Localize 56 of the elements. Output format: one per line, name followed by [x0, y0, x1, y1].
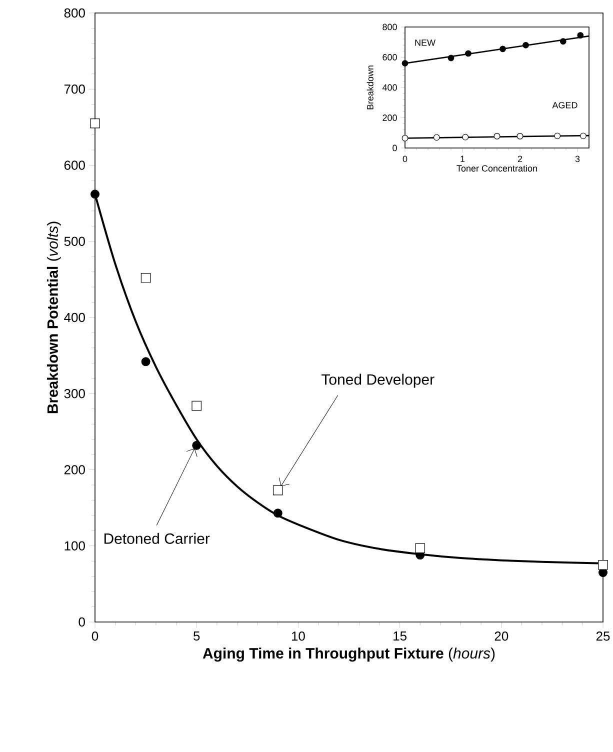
point — [273, 508, 282, 518]
point — [554, 132, 561, 140]
y-tick-label: 200 — [382, 114, 397, 121]
y-tick-label: 800 — [382, 24, 397, 30]
y-tick-label: 700 — [64, 84, 85, 94]
point — [192, 440, 202, 450]
text: AGED — [552, 102, 578, 108]
point — [580, 132, 586, 140]
point — [448, 54, 454, 62]
x-tick-label: 0 — [92, 632, 98, 641]
point — [402, 134, 408, 142]
x-axis-title: Aging Time in Throughput Fixture (hours) — [202, 648, 495, 662]
point — [90, 190, 100, 199]
point — [494, 132, 500, 140]
y-axis-title: Breakdown — [366, 66, 374, 110]
point — [462, 134, 469, 140]
point — [141, 357, 150, 366]
y-tick-label: 400 — [64, 312, 85, 322]
y-tick-label: 0 — [78, 617, 85, 627]
x-tick-label: 2 — [518, 156, 522, 162]
point — [433, 134, 440, 141]
y-tick-label: 100 — [64, 541, 85, 550]
x-tick-label: 10 — [292, 632, 305, 641]
y-tick-label: 800 — [64, 8, 85, 18]
x-tick-label: 15 — [394, 632, 406, 641]
y-tick-label: 600 — [382, 54, 397, 60]
x-tick-label: 0 — [402, 156, 408, 162]
point — [522, 42, 529, 48]
point — [500, 46, 506, 52]
annotation: Detoned Carrier — [104, 532, 210, 544]
x-axis-title: Toner Concentration — [456, 164, 537, 172]
point — [140, 273, 151, 283]
point — [90, 118, 100, 128]
point — [598, 560, 608, 570]
point — [402, 60, 408, 66]
x-tick-label: 20 — [494, 632, 508, 641]
point — [415, 543, 426, 554]
x-tick-label: 1 — [460, 156, 465, 162]
point — [560, 38, 566, 45]
point — [577, 32, 584, 39]
point — [465, 50, 472, 57]
y-tick-label: 400 — [382, 84, 397, 91]
x-tick-label: 3 — [575, 156, 580, 162]
point — [272, 485, 283, 496]
point — [192, 400, 202, 411]
y-tick-label: 600 — [64, 160, 85, 170]
point — [516, 132, 524, 140]
annotation: Toned Developer — [322, 374, 434, 388]
series-label: NEW — [415, 40, 436, 46]
x-tick-label: 5 — [194, 632, 200, 641]
y-tick-label: 500 — [64, 236, 85, 246]
y-tick-label: 300 — [64, 389, 85, 398]
y-tick-label: 0 — [392, 144, 397, 152]
y-tick-label: 200 — [64, 465, 85, 474]
y-axis-title: Breakdown Potential (volts) — [46, 222, 61, 414]
x-tick-label: 25 — [596, 632, 610, 641]
